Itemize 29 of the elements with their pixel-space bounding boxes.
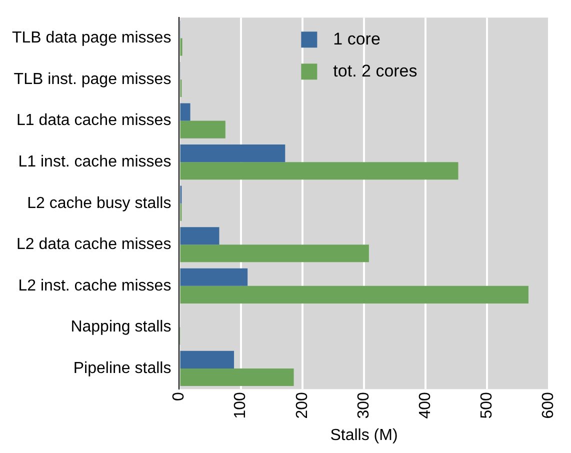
bar [180, 120, 226, 138]
x-tick-label: 500 [478, 392, 496, 419]
y-tick-label: TLB inst. page misses [14, 70, 172, 88]
legend-label: tot. 2 cores [333, 61, 418, 80]
legend-label: 1 core [333, 29, 380, 48]
bar [180, 268, 248, 286]
bar [180, 350, 234, 368]
x-tick-label: 0 [170, 392, 188, 402]
y-tick-label: L2 cache busy stalls [27, 194, 172, 212]
x-tick-label: 300 [355, 392, 372, 419]
bar [180, 286, 528, 304]
y-tick-label: L2 inst. cache misses [18, 277, 172, 294]
y-tick-label: L1 inst. cache misses [18, 153, 172, 170]
x-axis-title: Stalls (M) [330, 426, 398, 444]
x-tick-label: 600 [540, 392, 558, 419]
y-tick-label: Napping stalls [70, 318, 172, 336]
y-tick-label: Pipeline stalls [73, 360, 172, 377]
x-tick-label: 200 [294, 392, 311, 419]
bar [180, 368, 294, 386]
bar [180, 144, 286, 162]
x-tick-label: 400 [417, 392, 434, 419]
y-tick-label: L1 data cache misses [16, 112, 172, 130]
y-tick-label: TLB data page misses [12, 30, 172, 47]
y-tick-label: L2 data cache misses [16, 236, 172, 254]
bar [180, 103, 190, 121]
x-tick-label: 100 [232, 392, 250, 419]
bar [180, 244, 369, 262]
bar [180, 162, 458, 180]
bar [180, 227, 220, 245]
